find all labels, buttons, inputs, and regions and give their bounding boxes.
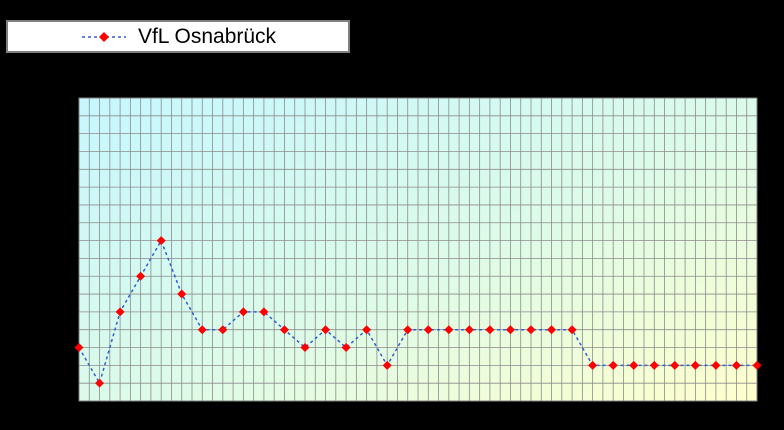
x-tick-label: 19 (442, 71, 456, 85)
x-tick-label: 17 (401, 71, 415, 85)
x-tick-label: 1 (76, 71, 83, 85)
data-point-marker (649, 360, 659, 370)
data-point-marker (423, 325, 433, 335)
plot-border (78, 97, 758, 402)
data-point-marker (690, 360, 700, 370)
y-tick-label: 4 (62, 144, 69, 158)
legend-marker-icon (81, 31, 126, 42)
x-tick-label: 4 (137, 71, 144, 85)
y-tick-label: 9 (62, 234, 69, 248)
data-point-marker (588, 360, 598, 370)
y-tick-label: 14 (56, 323, 70, 337)
y-tick-label: 11 (57, 269, 70, 283)
y-tick-label: 10 (56, 251, 70, 265)
data-point-marker (279, 325, 289, 335)
data-point-marker (321, 325, 331, 335)
x-tick-label: 7 (199, 71, 206, 85)
x-tick-label: 30 (668, 71, 682, 85)
x-tick-label: 28 (627, 71, 641, 85)
x-tick-label: 26 (586, 71, 600, 85)
x-tick-label: 9 (240, 71, 247, 85)
data-point-marker (670, 360, 680, 370)
legend: VfL Osnabrück (6, 20, 350, 53)
data-point-marker (197, 325, 207, 335)
data-point-marker (177, 289, 187, 299)
x-tick-label: 27 (607, 71, 621, 85)
y-tick-label: 15 (56, 341, 70, 355)
data-point-marker (362, 325, 372, 335)
x-tick-label: 24 (545, 71, 559, 85)
data-point-marker (156, 236, 166, 246)
grid (78, 97, 758, 402)
data-point-marker (752, 360, 762, 370)
x-tick-label: 15 (360, 71, 374, 85)
data-point-marker (464, 325, 474, 335)
x-tick-label: 29 (648, 71, 662, 85)
y-tick-label: 1 (62, 91, 69, 105)
data-point-marker (136, 271, 146, 281)
y-tick-label: 18 (56, 394, 70, 408)
y-tick-label: 13 (56, 305, 70, 319)
data-point-marker (629, 360, 639, 370)
data-point-marker (300, 343, 310, 353)
x-tick-label: 25 (565, 71, 579, 85)
data-point-marker (74, 343, 84, 353)
data-point-marker (403, 325, 413, 335)
data-point-marker (505, 325, 515, 335)
x-tick-label: 3 (117, 71, 124, 85)
y-tick-label: 7 (62, 198, 69, 212)
data-point-marker (731, 360, 741, 370)
data-point-marker (444, 325, 454, 335)
y-tick-label: 2 (62, 109, 69, 123)
data-point-marker (526, 325, 536, 335)
x-tick-label: 23 (524, 71, 538, 85)
x-tick-label: 12 (298, 71, 312, 85)
x-tick-label: 33 (730, 71, 744, 85)
x-tick-label: 16 (381, 71, 395, 85)
data-point-marker (259, 307, 269, 317)
x-tick-label: 31 (689, 71, 703, 85)
x-tick-label: 10 (257, 71, 271, 85)
data-point-marker (711, 360, 721, 370)
x-tick-label: 2 (96, 71, 103, 85)
x-tick-label: 32 (709, 71, 723, 85)
y-tick-label: 3 (62, 127, 69, 141)
y-tick-label: 17 (56, 376, 70, 390)
x-tick-label: 6 (178, 71, 185, 85)
x-tick-label: 20 (463, 71, 477, 85)
data-point-marker (115, 307, 125, 317)
x-tick-label: 22 (504, 71, 518, 85)
data-point-marker (341, 343, 351, 353)
x-tick-label: 11 (278, 71, 291, 85)
y-tick-label: 6 (62, 180, 69, 194)
chart-title: Spieltage (404, 30, 476, 47)
data-point-marker (485, 325, 495, 335)
x-tick-label: 18 (422, 71, 436, 85)
data-point-marker (238, 307, 248, 317)
data-point-marker (567, 325, 577, 335)
x-tick-labels: 1 2 3 4 5 6 7 8 9 10 11 12 13 14 15 16 17 18 19 20 21 22 23 24 2… (76, 71, 764, 85)
x-tick-label: 5 (158, 71, 165, 85)
y-tick-label: 12 (56, 287, 70, 301)
data-point-marker (95, 378, 105, 388)
data-point-marker (382, 360, 392, 370)
legend-label: VfL Osnabrück (137, 24, 277, 48)
data-point-marker (218, 325, 228, 335)
data-point-marker (608, 360, 618, 370)
x-tick-label: 14 (339, 71, 353, 85)
x-tick-label: 8 (219, 71, 226, 85)
x-tick-label: 21 (483, 71, 497, 85)
y-tick-label: 16 (56, 358, 70, 372)
x-tick-label: 13 (319, 71, 333, 85)
data-point-marker (547, 325, 557, 335)
series-markers (74, 236, 762, 388)
y-tick-label: 5 (62, 162, 69, 176)
x-tick-label: 34 (750, 71, 764, 85)
y-tick-label: 8 (62, 216, 69, 230)
